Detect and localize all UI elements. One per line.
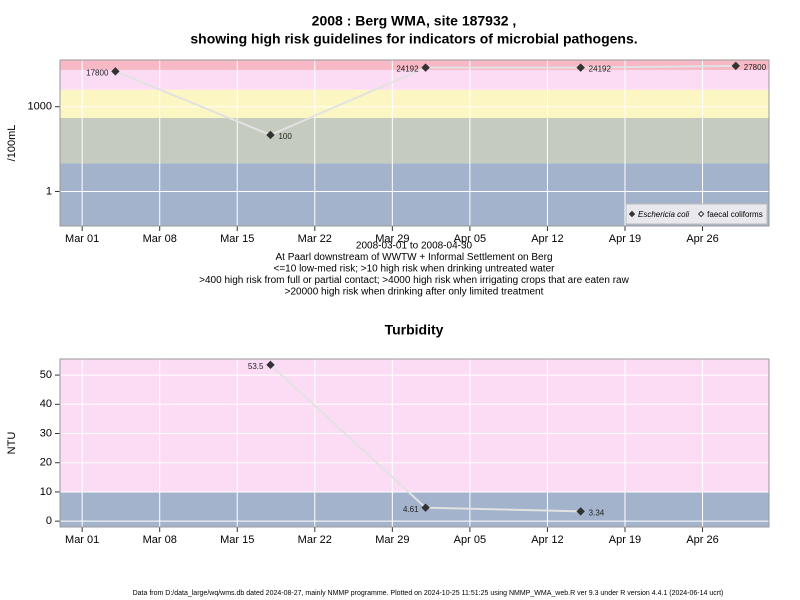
chart-title: Turbidity (385, 322, 444, 338)
y-tick-label: 40 (40, 398, 52, 410)
data-label: 100 (278, 132, 292, 141)
x-tick-label: Apr 12 (531, 233, 563, 245)
x-tick-label: Mar 01 (65, 534, 99, 546)
note: 2008-03-01 to 2008-04-30 (356, 241, 473, 252)
x-tick-label: Apr 26 (686, 233, 718, 245)
data-point (421, 503, 430, 512)
x-tick-label: Apr 12 (531, 534, 563, 546)
data-point (111, 67, 120, 76)
data-point (731, 61, 740, 71)
data-point (576, 507, 585, 516)
note: At Paarl downstream of WWTW + Informal S… (275, 252, 552, 263)
x-tick-label: Mar 29 (375, 534, 409, 546)
plot-frame (59, 358, 770, 528)
data-point (576, 63, 585, 72)
risk-band (60, 117, 769, 164)
x-tick-label: Mar 01 (65, 233, 99, 245)
risk-band (60, 89, 769, 118)
data-point (266, 360, 275, 370)
note: >400 high risk from full or partial cont… (199, 275, 629, 286)
chart-title: 2008 : Berg WMA, site 187932 , (312, 13, 517, 29)
y-tick-label: 10 (40, 486, 52, 498)
legend-box (625, 203, 768, 225)
legend-marker (697, 210, 705, 218)
y-tick-label: 30 (40, 427, 52, 439)
x-tick-label: Mar 08 (143, 233, 177, 245)
x-tick-label: Mar 22 (298, 233, 332, 245)
data-label: 53.5 (248, 362, 264, 371)
x-tick-label: Mar 29 (375, 233, 409, 245)
data-label: 24192 (589, 65, 612, 74)
x-tick-label: Mar 08 (143, 534, 177, 546)
data-point (421, 63, 430, 72)
legend-marker (628, 210, 636, 218)
x-tick-label: Apr 05 (454, 233, 486, 245)
x-tick-label: Apr 26 (686, 534, 718, 546)
note: >20000 high risk when drinking after onl… (285, 287, 544, 298)
risk-band (60, 359, 769, 492)
y-tick-label: 0 (46, 515, 52, 527)
x-tick-label: Apr 19 (609, 534, 641, 546)
data-label: 3.34 (589, 509, 605, 518)
data-label: 27800 (744, 63, 767, 72)
y-tick-label: 20 (40, 457, 52, 469)
legend-label: faecal coliforms (707, 210, 763, 219)
y-tick-label: 1000 (28, 101, 52, 113)
data-point (266, 130, 275, 140)
x-tick-label: Mar 22 (298, 534, 332, 546)
x-tick-label: Apr 05 (454, 534, 486, 546)
y-tick-label: 1 (46, 185, 52, 197)
x-tick-label: Apr 19 (609, 233, 641, 245)
footer: Data from D:/data_large/wq/wms.db dated … (133, 590, 724, 597)
risk-band (60, 60, 769, 70)
note: <=10 low-med risk; >10 high risk when dr… (274, 264, 556, 275)
data-label: 4.61 (403, 505, 419, 514)
y-axis-label: /100mL (6, 125, 18, 162)
x-tick-label: Mar 15 (220, 233, 254, 245)
y-tick-label: 50 (40, 369, 52, 381)
x-tick-label: Mar 15 (220, 534, 254, 546)
chart-subtitle: showing high risk guidelines for indicat… (190, 31, 637, 47)
legend-label: Eschericia coli (638, 210, 689, 219)
plot-frame (59, 59, 770, 227)
data-label: 24192 (396, 65, 419, 74)
y-axis-label: NTU (6, 432, 18, 455)
data-label: 17800 (86, 68, 109, 77)
